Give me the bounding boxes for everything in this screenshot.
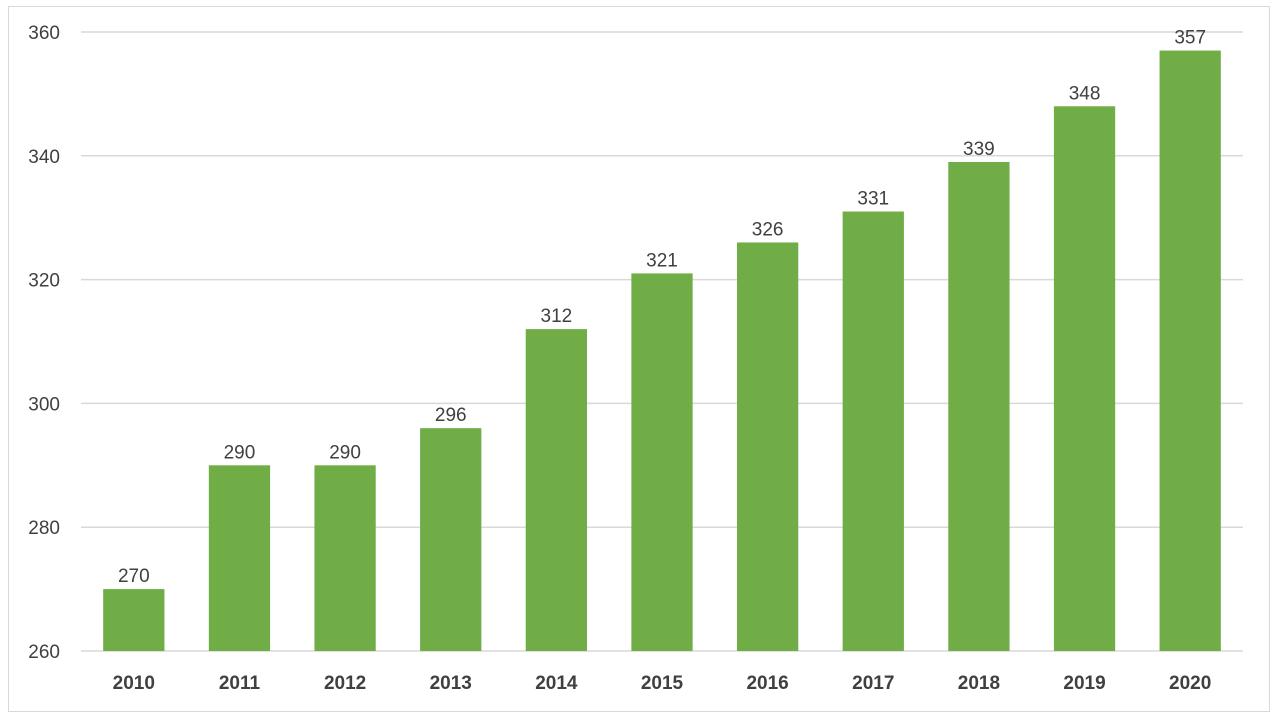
x-tick-label: 2016 [746,673,788,694]
x-tick-label: 2011 [219,673,261,694]
data-label: 326 [752,219,784,240]
data-label: 357 [1174,28,1206,49]
x-tick-label: 2014 [535,673,578,694]
x-tick-label: 2015 [641,673,684,694]
y-tick-label: 260 [28,642,60,663]
bar [948,161,1010,652]
data-label: 321 [646,250,678,271]
data-label: 312 [541,306,573,327]
bar [525,329,587,651]
x-tick-label: 2013 [430,673,472,694]
bar [631,273,693,651]
bar [208,465,271,651]
y-tick-label: 320 [28,271,60,292]
y-tick-label: 360 [28,23,60,44]
y-tick-label: 340 [28,147,60,168]
x-tick-label: 2010 [113,673,155,694]
y-tick-label: 300 [28,394,60,415]
x-tick-label: 2012 [324,673,366,694]
y-tick-label: 280 [28,518,60,539]
data-label: 331 [857,189,889,210]
bars [103,50,1221,652]
bar [420,428,482,651]
data-labels: 270 290 290 296 312 321 326 331 339 348 357 [118,28,1206,588]
gridlines [81,31,1243,652]
x-tick-label: 2017 [852,673,894,694]
x-tick-label: 2020 [1169,673,1211,694]
data-label: 290 [329,442,361,463]
bar [314,465,376,651]
x-tick-label: 2019 [1063,673,1105,694]
data-label: 339 [963,139,995,160]
x-tick-label: 2018 [958,673,1000,694]
data-label: 348 [1069,83,1101,104]
bar [842,211,904,651]
data-label: 290 [224,442,256,463]
bar [737,242,799,651]
bar [103,589,165,651]
data-label: 270 [118,566,150,587]
bar [1159,50,1221,651]
data-label: 296 [435,405,467,426]
x-axis: 2010 2011 2012 2013 2014 2015 2016 2017 2018 2019… [113,673,1212,694]
bar [1053,106,1116,651]
y-axis: 260 280 300 320 340 360 [28,23,60,663]
